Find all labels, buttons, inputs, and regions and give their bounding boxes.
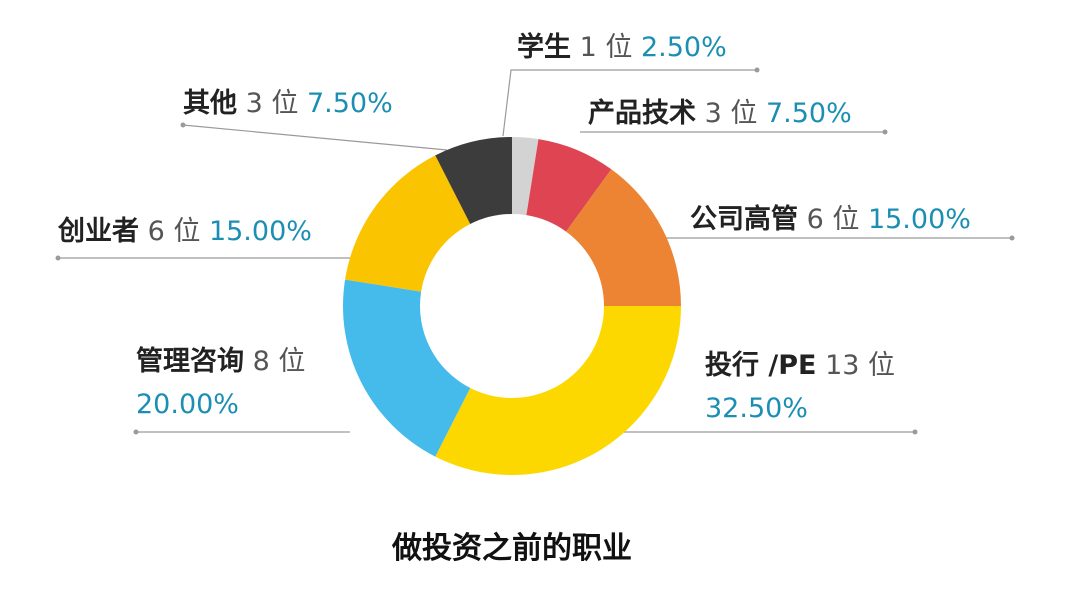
donut-slice-consulting [343,279,471,457]
slice-label-other: 其他 3 位 7.50% [183,90,393,117]
donut-slice-ibank-pe [435,306,681,476]
leader-dot-ibank-pe [912,429,918,435]
leader-dot-executive [1009,235,1015,241]
leader-dot-consulting [133,429,139,435]
slice-name: 公司高管 [690,204,798,235]
leader-dot-entrepreneur [55,255,61,261]
leader-line-student [502,69,757,137]
slice-name: 创业者 [58,216,139,247]
slice-name: 其他 [183,88,237,119]
leader-dot-product-tech [882,129,888,135]
slice-label-entrepreneur: 创业者 6 位 15.00% [58,218,312,245]
slice-label-student: 学生 1 位 2.50% [517,34,727,61]
donut-slice-product-tech [526,139,612,232]
slice-percent: 32.50% [705,393,808,424]
slice-percent: 2.50% [640,32,727,63]
slice-percent: 7.50% [306,88,393,119]
slice-count: 1 位 [579,32,633,63]
slice-percent-consulting: 20.00% [136,391,239,418]
slice-percent: 15.00% [867,204,971,235]
leader-line-other [182,124,448,151]
slice-count: 6 位 [147,216,201,247]
slice-label-consulting: 管理咨询 8 位 [136,348,305,375]
leader-dot-student [754,67,760,73]
donut-slice-student [512,137,539,216]
donut-slices [343,137,681,476]
slice-percent: 7.50% [765,98,852,129]
slice-percent: 20.00% [136,389,239,420]
slice-count: 13 位 [825,350,896,381]
slice-count: 3 位 [245,88,299,119]
donut-slice-executive [566,169,681,306]
leader-dot-other [180,122,186,128]
chart-title: 做投资之前的职业 [392,531,632,566]
slice-name: 学生 [517,32,571,63]
slice-label-executive: 公司高管 6 位 15.00% [690,206,971,233]
slice-name: 管理咨询 [136,346,244,377]
donut-slice-other [435,137,512,225]
slice-percent: 15.00% [208,216,312,247]
slice-count: 6 位 [806,204,860,235]
leader-lines [55,67,1015,435]
slice-name: 产品技术 [588,98,696,129]
slice-label-ibank-pe: 投行 /PE 13 位 [705,352,895,379]
slice-count: 8 位 [252,346,306,377]
slice-name: 投行 /PE [705,350,817,381]
slice-percent-ibank-pe: 32.50% [705,395,808,422]
slice-count: 3 位 [704,98,758,129]
slice-label-product-tech: 产品技术 3 位 7.50% [588,100,852,127]
donut-slice-entrepreneur [345,155,471,292]
